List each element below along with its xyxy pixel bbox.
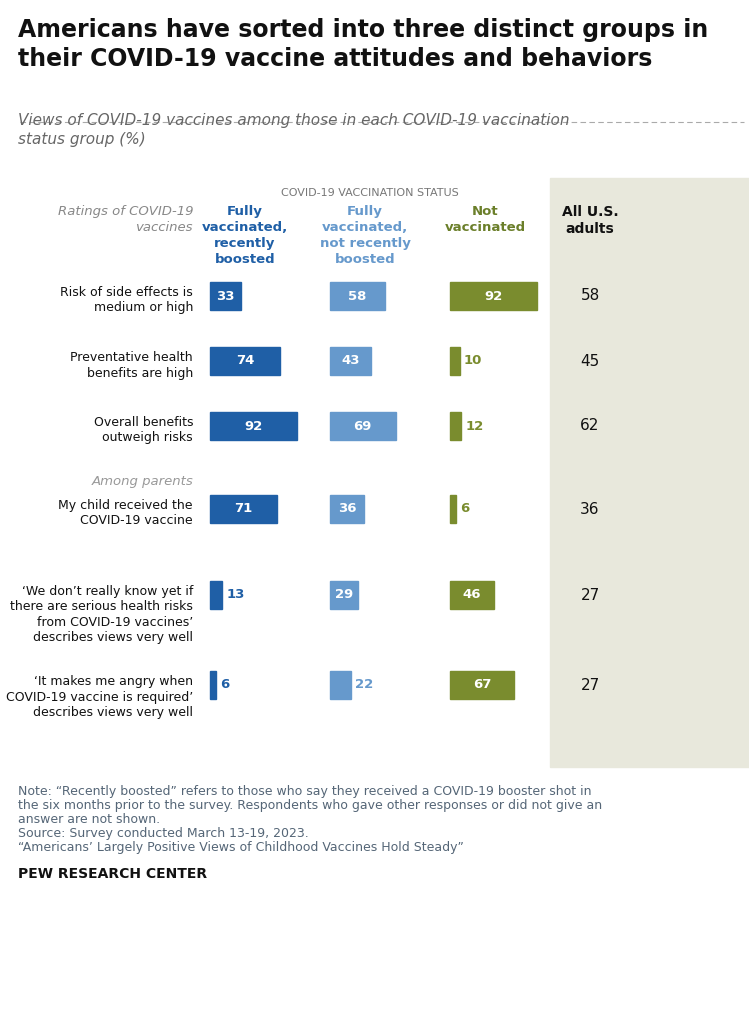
Text: 58: 58 bbox=[580, 288, 600, 304]
Text: My child received the
COVID-19 vaccine: My child received the COVID-19 vaccine bbox=[58, 499, 193, 528]
Text: Ratings of COVID-19
vaccines: Ratings of COVID-19 vaccines bbox=[58, 205, 193, 234]
Bar bbox=[330, 495, 364, 523]
Text: 10: 10 bbox=[464, 355, 482, 367]
Text: 71: 71 bbox=[234, 502, 253, 516]
Text: 58: 58 bbox=[348, 290, 367, 303]
Text: PEW RESEARCH CENTER: PEW RESEARCH CENTER bbox=[18, 868, 207, 881]
Text: 62: 62 bbox=[580, 418, 600, 434]
Text: 69: 69 bbox=[354, 419, 372, 433]
Text: Preventative health
benefits are high: Preventative health benefits are high bbox=[70, 351, 193, 380]
Text: Source: Survey conducted March 13-19, 2023.: Source: Survey conducted March 13-19, 20… bbox=[18, 827, 309, 840]
Text: 27: 27 bbox=[580, 677, 600, 693]
Text: answer are not shown.: answer are not shown. bbox=[18, 813, 160, 826]
Text: the six months prior to the survey. Respondents who gave other responses or did : the six months prior to the survey. Resp… bbox=[18, 799, 602, 812]
Text: Americans have sorted into three distinct groups in
their COVID-19 vaccine attit: Americans have sorted into three distinc… bbox=[18, 18, 709, 71]
Text: 46: 46 bbox=[463, 588, 481, 602]
Text: 45: 45 bbox=[580, 354, 600, 368]
Bar bbox=[210, 581, 222, 609]
Text: 29: 29 bbox=[335, 588, 353, 602]
Text: 12: 12 bbox=[465, 419, 484, 433]
Text: Note: “Recently boosted” refers to those who say they received a COVID-19 booste: Note: “Recently boosted” refers to those… bbox=[18, 785, 592, 798]
Bar bbox=[330, 581, 357, 609]
Bar bbox=[450, 412, 461, 440]
Text: Fully
vaccinated,
not recently
boosted: Fully vaccinated, not recently boosted bbox=[320, 205, 410, 266]
Text: Overall benefits
outweigh risks: Overall benefits outweigh risks bbox=[94, 416, 193, 445]
Text: 36: 36 bbox=[338, 502, 357, 516]
Bar bbox=[450, 581, 494, 609]
Bar bbox=[330, 282, 385, 310]
Bar bbox=[450, 347, 459, 375]
Text: 22: 22 bbox=[355, 678, 373, 692]
Text: 13: 13 bbox=[226, 588, 245, 602]
Bar bbox=[550, 178, 749, 767]
Text: COVID-19 VACCINATION STATUS: COVID-19 VACCINATION STATUS bbox=[281, 188, 459, 198]
Text: 92: 92 bbox=[485, 290, 503, 303]
Text: 33: 33 bbox=[216, 290, 235, 303]
Text: ‘It makes me angry when
COVID-19 vaccine is required’
describes views very well: ‘It makes me angry when COVID-19 vaccine… bbox=[6, 675, 193, 719]
Bar bbox=[210, 282, 241, 310]
Text: All U.S.
adults: All U.S. adults bbox=[562, 205, 619, 236]
Text: Among parents: Among parents bbox=[91, 475, 193, 488]
Bar bbox=[210, 412, 297, 440]
Bar bbox=[330, 671, 351, 699]
Text: 36: 36 bbox=[580, 501, 600, 517]
Bar bbox=[330, 412, 395, 440]
Text: Views of COVID-19 vaccines among those in each COVID-19 vaccination
status group: Views of COVID-19 vaccines among those i… bbox=[18, 113, 569, 146]
Bar bbox=[450, 495, 455, 523]
Bar bbox=[330, 347, 371, 375]
Bar bbox=[450, 671, 514, 699]
Text: 43: 43 bbox=[342, 355, 360, 367]
Text: 74: 74 bbox=[236, 355, 255, 367]
Text: 6: 6 bbox=[219, 678, 229, 692]
Text: Risk of side effects is
medium or high: Risk of side effects is medium or high bbox=[60, 286, 193, 314]
Text: Fully
vaccinated,
recently
boosted: Fully vaccinated, recently boosted bbox=[202, 205, 288, 266]
Text: 67: 67 bbox=[473, 678, 491, 692]
Text: “Americans’ Largely Positive Views of Childhood Vaccines Hold Steady”: “Americans’ Largely Positive Views of Ch… bbox=[18, 841, 464, 854]
Bar bbox=[450, 282, 537, 310]
Bar bbox=[210, 347, 280, 375]
Text: Not
vaccinated: Not vaccinated bbox=[444, 205, 526, 234]
Text: 6: 6 bbox=[460, 502, 469, 516]
Text: 92: 92 bbox=[245, 419, 263, 433]
Text: 27: 27 bbox=[580, 587, 600, 603]
Text: ‘We don’t really know yet if
there are serious health risks
from COVID-19 vaccin: ‘We don’t really know yet if there are s… bbox=[10, 585, 193, 644]
Bar bbox=[210, 671, 216, 699]
Bar bbox=[210, 495, 277, 523]
